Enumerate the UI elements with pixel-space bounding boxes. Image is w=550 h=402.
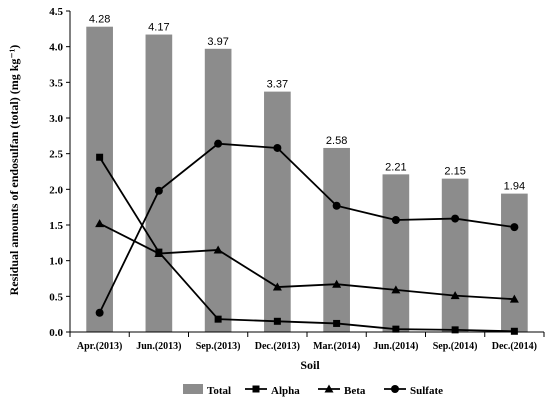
- line-alpha: [98, 156, 515, 333]
- y-tick-label: 3.5: [49, 77, 63, 89]
- y-tick-label: 1.0: [49, 256, 63, 268]
- legend-label-beta: Beta: [344, 385, 366, 397]
- bar-data-label: 3.37: [267, 79, 288, 91]
- y-tick-label: 4.5: [49, 6, 63, 18]
- point-beta: [272, 282, 282, 291]
- point-sulfate: [273, 143, 282, 152]
- bar-data-label: 1.94: [504, 181, 525, 193]
- point-sulfate: [214, 139, 223, 148]
- legend-label-alpha: Alpha: [271, 385, 300, 397]
- point-alpha: [392, 325, 400, 333]
- bars: 4.28 4.17 3.97 3.37 2.58 2.21 2.15 1.94: [86, 14, 528, 333]
- point-beta: [332, 279, 342, 288]
- legend-marker-beta: [324, 384, 334, 393]
- axes: 0.0 0.5 1.0 1.5 2.0 2.5 3.0 3.5 4.0 4.5 Apr.(2013)…: [49, 6, 545, 352]
- legend-marker-sulfate: [391, 385, 399, 393]
- x-tick-label: Jun.(2013): [136, 341, 181, 352]
- point-alpha: [333, 319, 341, 327]
- point-alpha: [214, 315, 222, 323]
- bar-data-label: 4.28: [89, 14, 110, 26]
- x-tick-label: Sep.(2013): [196, 341, 241, 352]
- x-axis-label: Soil: [300, 358, 320, 372]
- bar-total: [264, 91, 291, 333]
- point-alpha: [96, 153, 104, 161]
- point-alpha: [273, 317, 281, 325]
- point-beta: [213, 245, 223, 254]
- x-tick-label: Apr.(2013): [77, 341, 122, 352]
- bar-total: [382, 174, 410, 332]
- bar-total: [204, 48, 232, 332]
- point-beta: [154, 249, 164, 258]
- y-axis-label: Residual amounts of endosulfan (total) (…: [7, 45, 21, 296]
- point-sulfate: [391, 216, 400, 225]
- x-tick-label: Mar.(2014): [313, 341, 360, 352]
- bar-total: [501, 193, 528, 332]
- point-beta: [95, 219, 105, 228]
- x-tick-label: Dec.(2013): [255, 341, 300, 352]
- point-alpha: [451, 326, 459, 334]
- bar-total: [86, 26, 113, 333]
- legend: Total Alpha Beta Sulfate: [183, 384, 443, 397]
- bar-data-label: 2.15: [444, 166, 465, 178]
- bar-data-label: 3.97: [207, 36, 228, 48]
- bar-data-label: 2.21: [385, 161, 406, 173]
- y-tick-label: 2.0: [49, 184, 63, 196]
- point-sulfate: [451, 214, 460, 223]
- point-sulfate: [332, 201, 341, 210]
- legend-label-total: Total: [207, 385, 231, 397]
- lines: [95, 139, 519, 335]
- point-alpha: [510, 327, 518, 335]
- point-beta: [391, 285, 401, 294]
- legend-label-sulfate: Sulfate: [410, 385, 443, 397]
- x-tick-label: Jun.(2014): [373, 341, 418, 352]
- x-tick-label: Dec.(2014): [492, 341, 537, 352]
- y-tick-label: 3.0: [49, 113, 63, 125]
- point-sulfate: [95, 308, 104, 317]
- y-tick-label: 4.0: [49, 42, 63, 54]
- y-tick-label: 0.5: [49, 291, 63, 303]
- point-beta: [450, 291, 460, 300]
- line-beta: [99, 222, 515, 301]
- point-sulfate: [510, 223, 519, 232]
- bar-total: [323, 147, 350, 332]
- y-tick-label: 0.0: [49, 327, 63, 339]
- x-tick-label: Sep.(2014): [433, 341, 478, 352]
- legend-marker-alpha: [252, 385, 260, 393]
- line-sulfate: [98, 142, 515, 314]
- point-sulfate: [154, 186, 163, 195]
- y-tick-label: 2.5: [49, 149, 63, 161]
- bar-data-label: 2.58: [326, 135, 347, 147]
- bar-total: [441, 178, 469, 332]
- point-beta: [509, 294, 519, 303]
- legend-swatch-total: [183, 384, 203, 394]
- bar-data-label: 4.17: [148, 22, 169, 34]
- y-tick-label: 1.5: [49, 220, 63, 232]
